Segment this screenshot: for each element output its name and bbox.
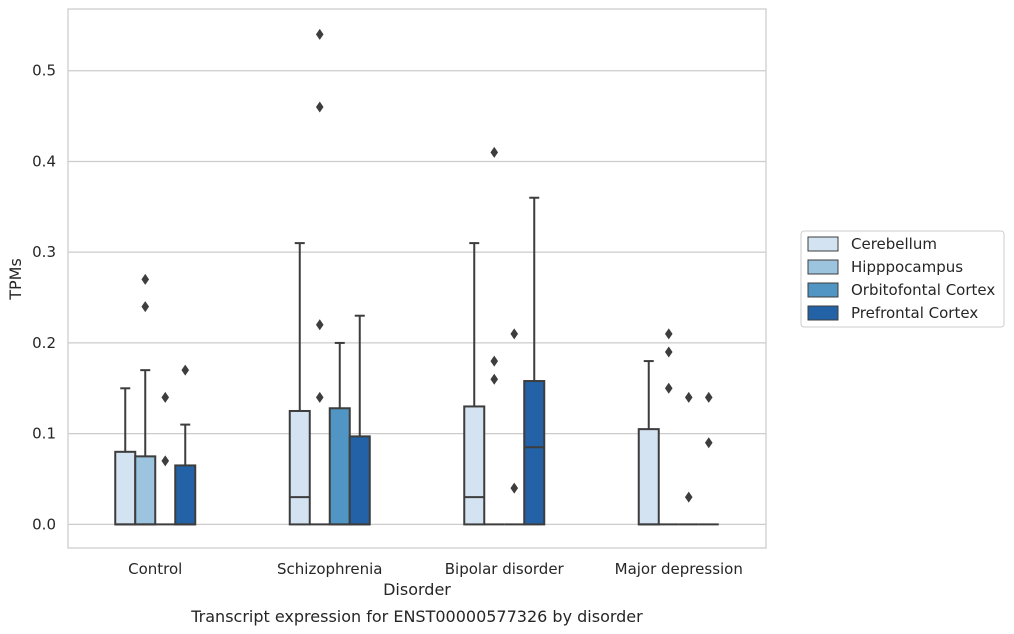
legend-item: Prefrontal Cortex: [807, 304, 978, 322]
outlier-point: [664, 382, 673, 394]
outlier-point: [141, 273, 150, 285]
y-axis-ticks: 0.0 0.1 0.2 0.3 0.4 0.5: [32, 62, 56, 534]
outlier-point: [490, 355, 499, 367]
box-orbitofontal-cortex-schizophrenia: [328, 341, 351, 526]
outlier-point: [510, 328, 519, 340]
legend-item: Orbitofontal Cortex: [807, 281, 995, 299]
outlier-point: [141, 301, 150, 313]
legend-frame: [800, 230, 1005, 328]
legend-swatch: [807, 305, 839, 321]
outlier-point: [161, 391, 170, 403]
outlier-point: [315, 28, 324, 40]
legend-swatch: [807, 259, 839, 275]
box-prefrontal-cortex-bipolar-disorder: [523, 196, 546, 526]
y-tick-label: 0.0: [32, 515, 56, 533]
outlier-point: [684, 491, 693, 503]
box-prefrontal-cortex-control: [174, 364, 197, 526]
outlier-point: [664, 346, 673, 358]
box-orbitofontal-cortex-major-depression: [678, 391, 699, 526]
box-orbitofontal-cortex-control: [155, 391, 176, 526]
outlier-point: [684, 391, 693, 403]
y-tick-label: 0.2: [32, 334, 56, 352]
plot-frame: [67, 8, 767, 549]
x-tick-label: Major depression: [615, 560, 743, 578]
y-tick-label: 0.3: [32, 243, 56, 261]
box-cerebellum-major-depression: [637, 360, 660, 526]
boxes: [114, 28, 719, 526]
box-hipppocampus-major-depression: [658, 328, 679, 526]
x-tick-label: Bipolar disorder: [445, 560, 565, 578]
x-tick-label: Control: [128, 560, 182, 578]
gridlines: [68, 70, 766, 526]
legend-item: Cerebellum: [807, 235, 937, 253]
box-cerebellum-schizophrenia: [288, 242, 311, 526]
box-hipppocampus-bipolar-disorder: [484, 146, 505, 526]
legend-item: Hipppocampus: [807, 258, 963, 276]
x-axis-title: Disorder: [383, 580, 451, 599]
outlier-point: [315, 319, 324, 331]
outlier-point: [704, 391, 713, 403]
x-axis-ticks: Control Schizophrenia Bipolar disorder Majo…: [128, 560, 743, 578]
outlier-point: [161, 455, 170, 467]
box-prefrontal-cortex-schizophrenia: [348, 314, 371, 526]
legend-label: Prefrontal Cortex: [851, 304, 978, 322]
y-tick-label: 0.1: [32, 425, 56, 443]
box-rect: [288, 409, 311, 526]
box-hipppocampus-control: [134, 273, 157, 526]
y-axis-title: TPMs: [6, 258, 25, 301]
box-rect: [523, 380, 546, 526]
outlier-point: [704, 437, 713, 449]
outlier-point: [315, 391, 324, 403]
box-rect: [134, 455, 157, 526]
outlier-point: [181, 364, 190, 376]
box-rect: [328, 407, 351, 526]
outlier-point: [315, 101, 324, 113]
chart-caption: Transcript expression for ENST0000057732…: [190, 607, 643, 626]
box-rect: [174, 464, 197, 526]
y-tick-label: 0.5: [32, 62, 56, 80]
outlier-point: [510, 482, 519, 494]
legend-swatch: [807, 236, 839, 252]
outlier-point: [664, 328, 673, 340]
outlier-point: [490, 146, 499, 158]
legend-label: Cerebellum: [851, 235, 937, 253]
box-rect: [114, 450, 137, 526]
box-cerebellum-bipolar-disorder: [463, 242, 486, 526]
legend: Cerebellum Hipppocampus Orbitofontal Corte…: [800, 230, 1005, 328]
box-orbitofontal-cortex-bipolar-disorder: [504, 328, 525, 526]
box-prefrontal-cortex-major-depression: [698, 391, 719, 526]
box-cerebellum-control: [114, 387, 137, 526]
legend-swatch: [807, 282, 839, 298]
box-rect: [463, 405, 486, 526]
outlier-point: [490, 373, 499, 385]
box-rect: [637, 428, 660, 526]
y-tick-label: 0.4: [32, 152, 56, 170]
legend-label: Hipppocampus: [851, 258, 963, 276]
legend-label: Orbitofontal Cortex: [851, 281, 995, 299]
box-hipppocampus-schizophrenia: [309, 28, 330, 526]
box-rect: [348, 435, 371, 526]
x-tick-label: Schizophrenia: [277, 560, 382, 578]
